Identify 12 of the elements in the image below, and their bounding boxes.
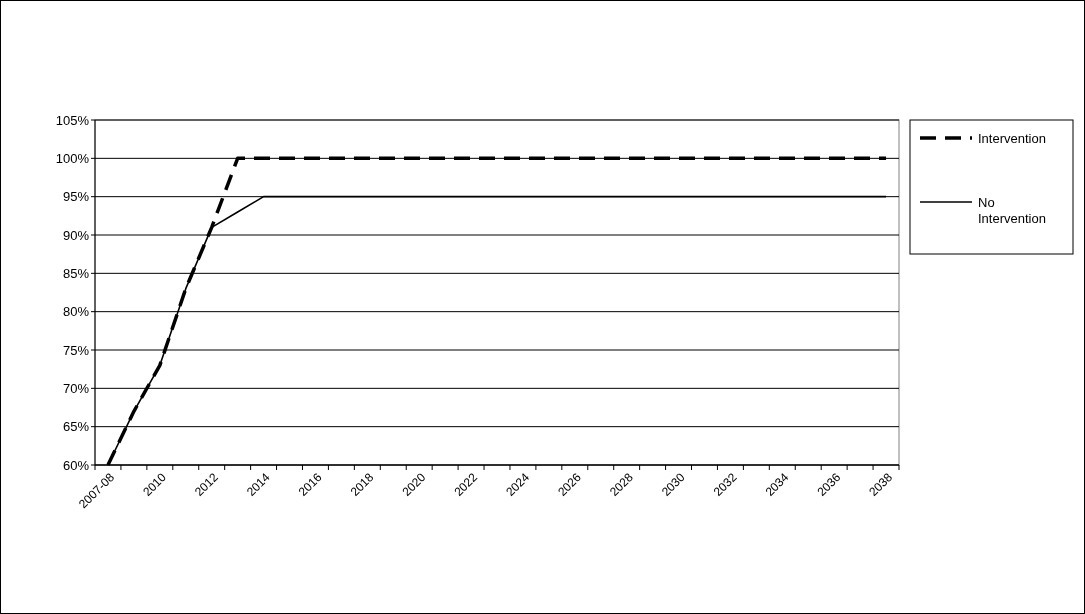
y-tick-label: 85% (62, 265, 90, 281)
y-tick-label: 105% (55, 112, 90, 128)
legend-label: No Intervention (978, 194, 1046, 227)
y-tick-label: 75% (62, 342, 90, 358)
y-tick-label: 65% (62, 419, 90, 435)
y-tick-label: 80% (62, 304, 90, 320)
y-tick-label: 95% (62, 189, 90, 205)
legend-label: Intervention (978, 130, 1046, 146)
y-tick-label: 100% (55, 150, 90, 166)
y-tick-label: 90% (62, 227, 90, 243)
y-tick-label: 60% (62, 457, 90, 473)
y-tick-label: 70% (62, 380, 90, 396)
